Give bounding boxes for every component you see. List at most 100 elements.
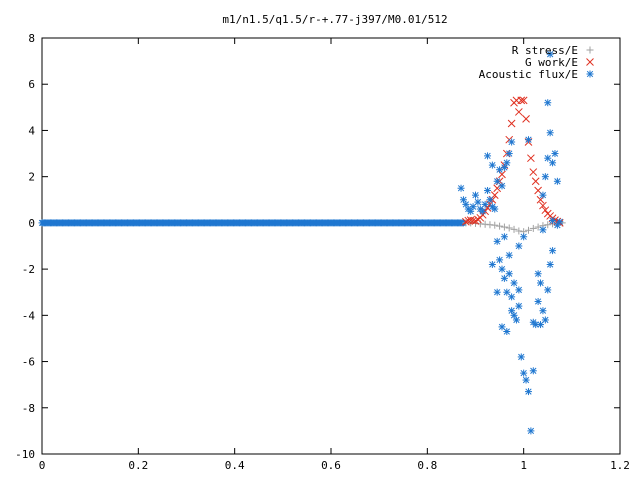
- data-point: [484, 187, 492, 195]
- data-point: [544, 286, 552, 294]
- data-point: [522, 115, 530, 123]
- data-point: [546, 260, 554, 268]
- data-point: [500, 274, 508, 282]
- data-point: [462, 217, 470, 226]
- data-point: [500, 223, 508, 231]
- y-tick-label: -4: [22, 309, 36, 322]
- y-tick-label: 2: [28, 171, 35, 184]
- data-point: [546, 129, 554, 137]
- data-point: [534, 270, 542, 278]
- data-point: [544, 99, 552, 107]
- data-point: [510, 225, 518, 233]
- data-point: [520, 369, 528, 377]
- data-point: [541, 173, 549, 181]
- chart-title: m1/n1.5/q1.5/r-+.77-j397/M0.01/512: [222, 13, 447, 26]
- data-point: [544, 221, 552, 229]
- data-point: [515, 286, 523, 294]
- data-point: [529, 224, 537, 232]
- data-point: [466, 216, 475, 224]
- legend-label: R stress/E: [512, 44, 578, 57]
- data-point: [481, 200, 489, 208]
- data-point: [508, 307, 516, 315]
- data-point: [512, 316, 520, 324]
- data-point: [520, 233, 528, 241]
- data-point: [541, 206, 550, 215]
- data-point: [488, 161, 496, 169]
- y-tick-label: -2: [22, 263, 35, 276]
- y-tick-label: -6: [22, 356, 35, 369]
- series-0: [462, 219, 566, 236]
- data-point: [519, 96, 528, 105]
- data-point: [515, 227, 523, 235]
- data-point: [524, 388, 532, 396]
- y-tick-label: 8: [28, 32, 35, 45]
- data-point: [508, 138, 516, 146]
- y-tick-label: -10: [15, 448, 35, 461]
- data-point: [457, 184, 465, 192]
- plot-axes: [41, 37, 621, 455]
- data-point: [549, 247, 557, 255]
- data-point: [515, 242, 523, 250]
- data-point: [529, 367, 537, 375]
- data-point: [517, 353, 525, 361]
- data-point: [549, 159, 557, 167]
- x-tick-label: 0.4: [225, 459, 245, 472]
- data-point: [517, 96, 526, 105]
- data-point: [493, 237, 501, 245]
- data-point: [544, 154, 552, 162]
- legend-marker: [586, 46, 594, 54]
- data-point: [491, 205, 499, 213]
- data-point: [527, 154, 535, 163]
- data-point: [503, 288, 511, 296]
- data-point: [486, 196, 494, 204]
- data-series-layer: [38, 50, 566, 435]
- data-point: [472, 191, 479, 199]
- data-point: [529, 318, 537, 326]
- legend-label: Acoustic flux/E: [479, 68, 578, 81]
- y-tick-label: -8: [22, 402, 35, 415]
- data-point: [484, 152, 492, 160]
- x-tick-label: 0: [39, 459, 46, 472]
- data-point: [531, 177, 540, 186]
- data-point: [503, 328, 511, 336]
- x-tick-label: 1.2: [610, 459, 630, 472]
- legend-label: G work/E: [525, 56, 578, 69]
- data-point: [514, 108, 523, 116]
- data-point: [539, 226, 547, 234]
- data-point: [493, 288, 501, 296]
- legend-marker: [586, 70, 594, 78]
- data-point: [556, 218, 564, 226]
- data-point: [508, 293, 516, 301]
- data-point: [522, 376, 530, 384]
- data-point: [496, 222, 504, 230]
- data-point: [503, 159, 511, 167]
- data-point: [496, 256, 504, 264]
- data-point: [505, 270, 513, 278]
- y-tick-label: 6: [28, 78, 35, 91]
- data-point: [546, 50, 554, 58]
- data-point: [539, 201, 547, 210]
- legend-marker: [586, 58, 594, 66]
- data-point: [488, 260, 496, 268]
- data-point: [500, 163, 508, 171]
- data-point: [527, 427, 535, 435]
- data-point: [505, 251, 513, 259]
- data-point: [469, 203, 477, 211]
- x-tick-label: 0.6: [321, 459, 341, 472]
- data-point: [479, 207, 487, 215]
- data-point: [529, 168, 538, 176]
- data-point: [515, 302, 523, 310]
- data-point: [539, 307, 547, 315]
- data-point: [498, 265, 506, 273]
- data-point: [469, 216, 477, 225]
- y-tick-label: 4: [28, 124, 35, 137]
- data-point: [474, 198, 482, 206]
- data-point: [498, 182, 506, 190]
- tick-labels: 0 0.2 0.4 0.6 0.8 1 1.2 -10 -8 -6 -4 -2 0 2 4 6 8: [15, 32, 630, 472]
- data-point: [551, 150, 559, 158]
- data-point: [553, 177, 561, 185]
- series-2: [457, 50, 564, 435]
- data-point: [537, 279, 545, 287]
